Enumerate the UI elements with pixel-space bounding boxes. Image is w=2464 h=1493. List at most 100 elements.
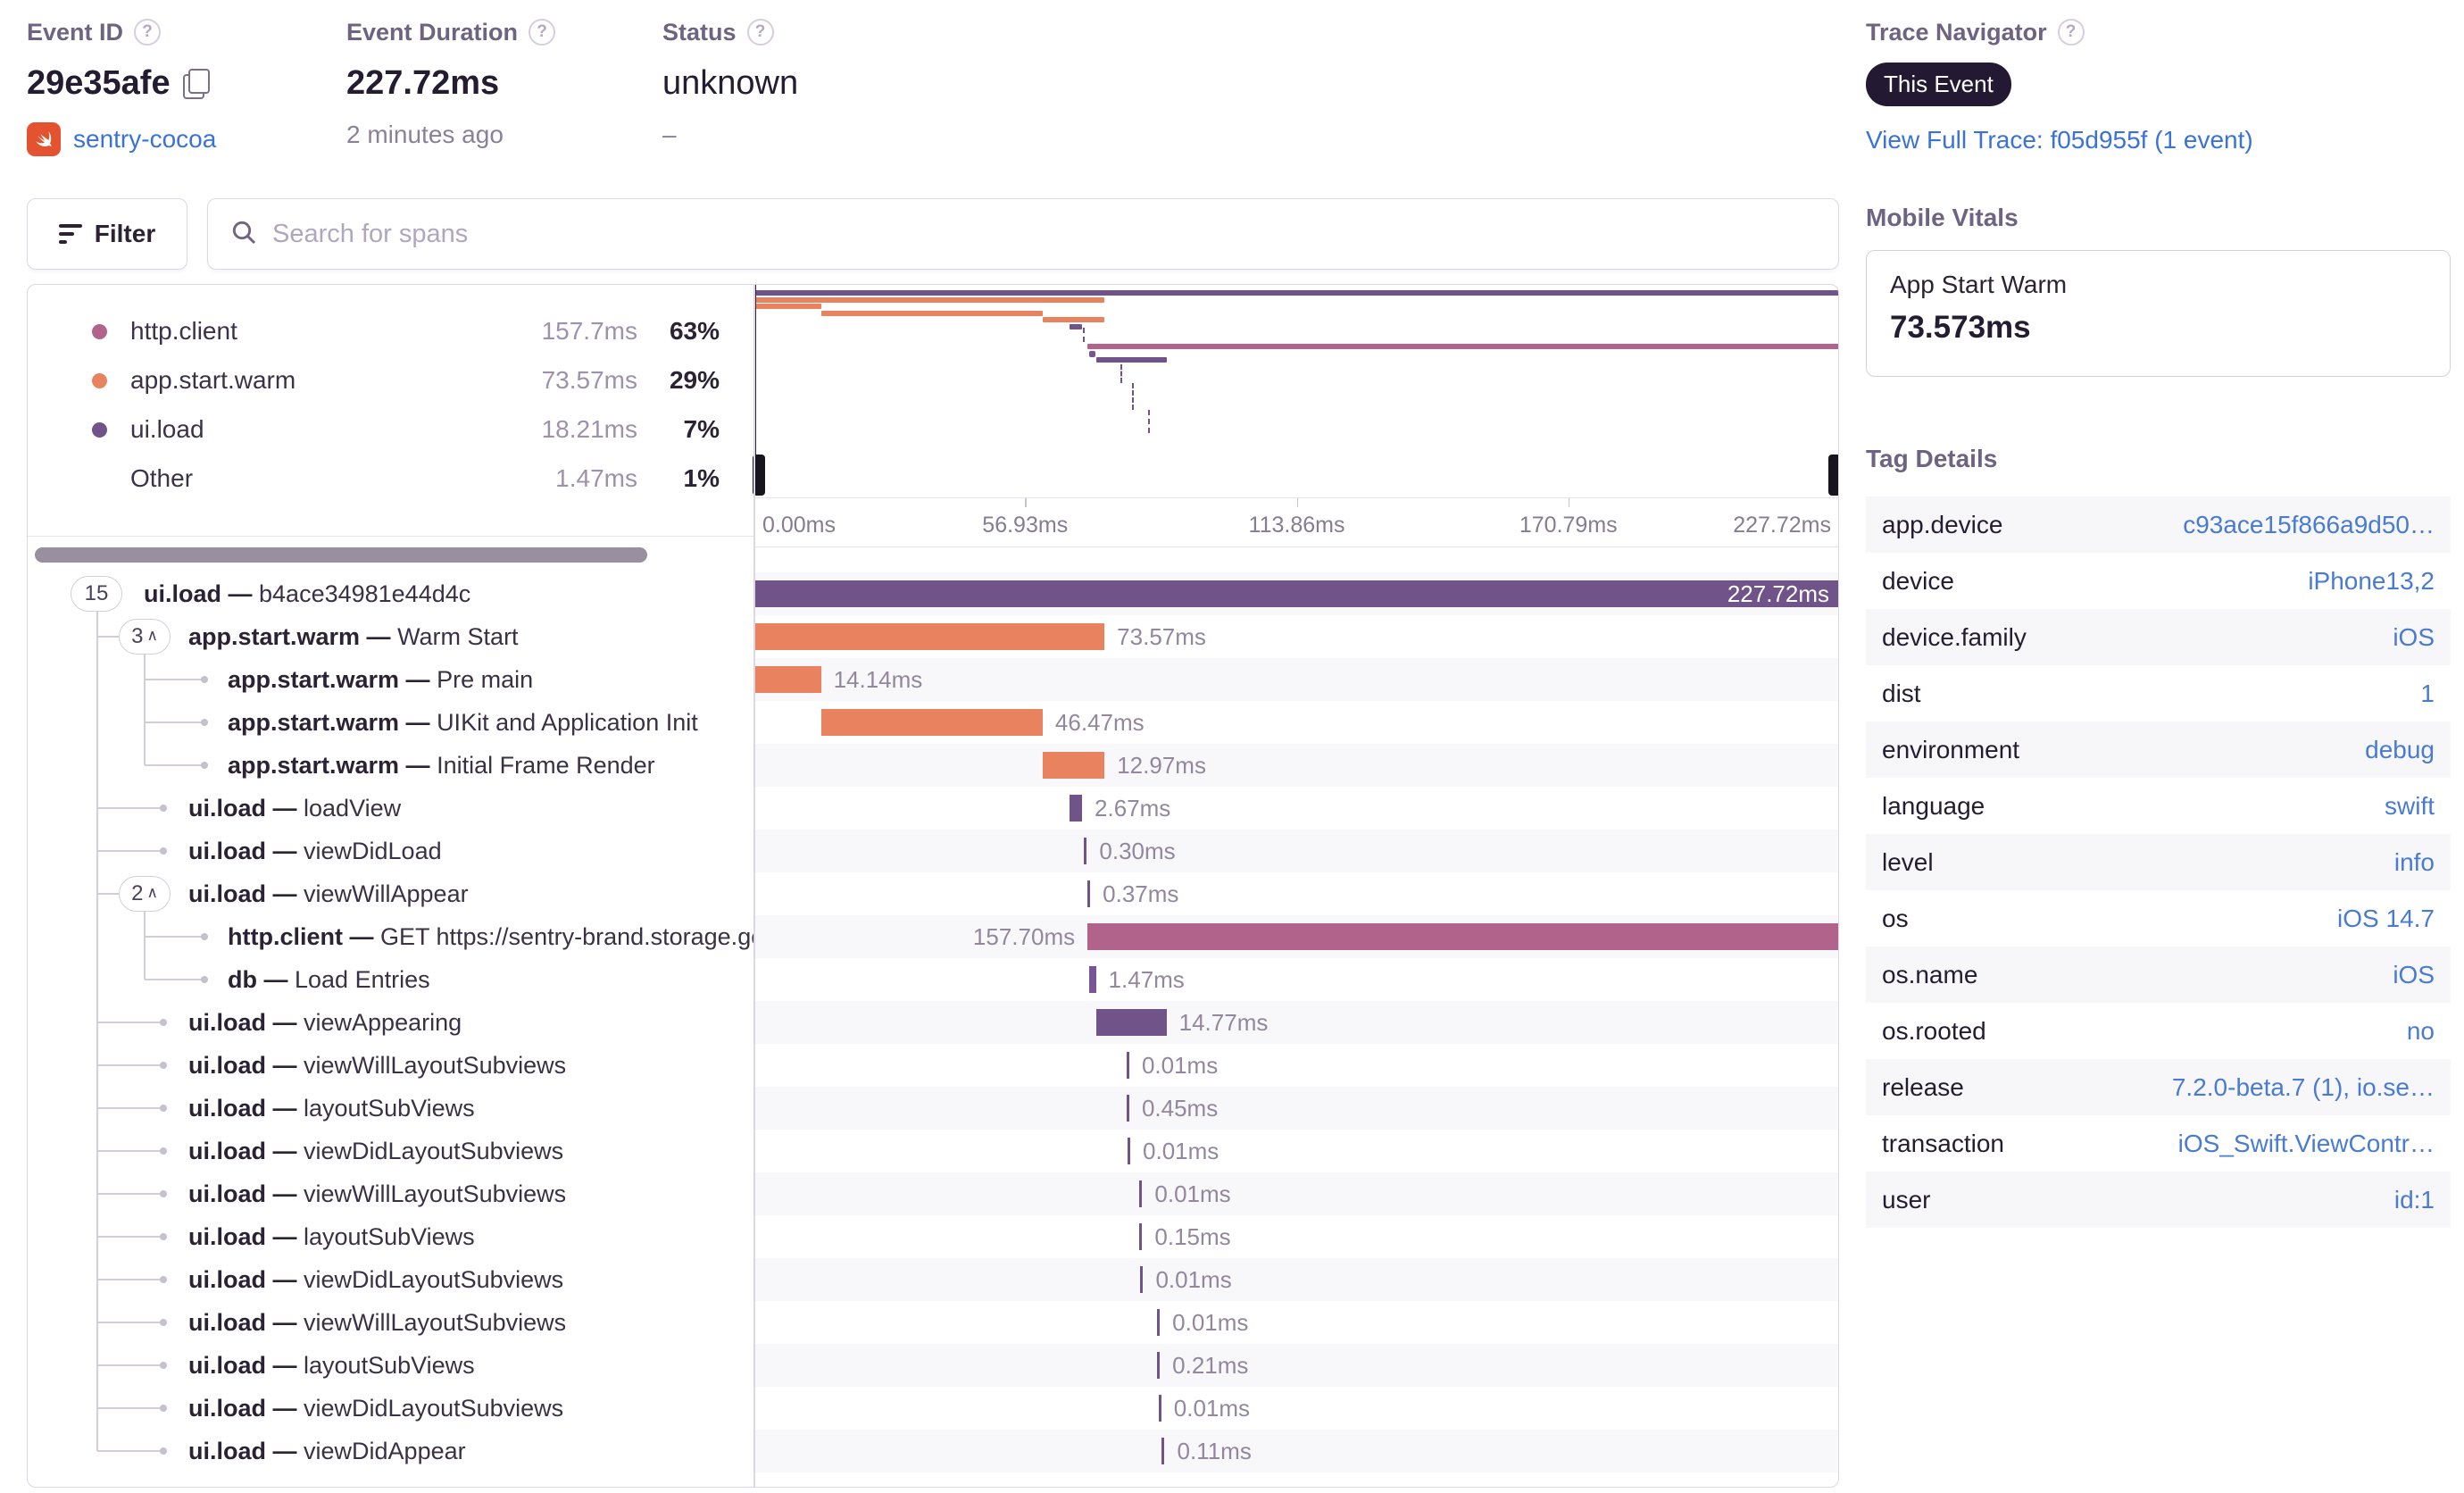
span-duration-bar[interactable] xyxy=(820,709,1043,736)
legend-row[interactable]: http.client 157.7ms 63% xyxy=(28,312,753,351)
span-row[interactable]: app.start.warm — Initial Frame Render 12.… xyxy=(28,744,1838,787)
filter-button[interactable]: Filter xyxy=(27,198,187,270)
span-duration-bar[interactable] xyxy=(1140,1266,1144,1293)
span-duration-bar[interactable] xyxy=(1084,838,1087,864)
span-duration-bar[interactable]: 227.72ms xyxy=(753,580,1838,607)
span-row[interactable]: ui.load — viewDidLayoutSubviews 0.01ms xyxy=(28,1387,1838,1430)
span-duration-bar[interactable] xyxy=(1042,752,1105,779)
tree-connector-dot xyxy=(160,1147,167,1155)
span-row[interactable]: ui.load — loadView 2.67ms xyxy=(28,787,1838,830)
span-duration-bar[interactable] xyxy=(1126,1095,1129,1122)
span-row[interactable]: ui.load — layoutSubViews 0.21ms xyxy=(28,1344,1838,1387)
tag-value-link[interactable]: iOS xyxy=(2393,622,2435,651)
span-bar-cell: 0.01ms xyxy=(753,1172,1838,1215)
span-duration-label: 157.70ms xyxy=(972,923,1076,950)
tree-chart-divider[interactable] xyxy=(753,285,755,1487)
span-duration-bar[interactable] xyxy=(1095,1009,1167,1036)
span-row[interactable]: ui.load — viewDidAppear 0.11ms xyxy=(28,1430,1838,1472)
span-bar-cell: 14.14ms xyxy=(753,658,1838,701)
span-duration-bar[interactable] xyxy=(1158,1395,1161,1422)
span-row[interactable]: ui.load — viewDidLayoutSubviews 0.01ms xyxy=(28,1130,1838,1172)
tree-connector-line xyxy=(145,764,203,766)
tag-value-link[interactable]: 1 xyxy=(2420,679,2435,707)
viewport-handle-left[interactable] xyxy=(753,455,765,496)
span-duration-bar[interactable] xyxy=(753,666,821,693)
span-children-pill[interactable]: 15 xyxy=(71,576,122,612)
span-row[interactable]: ui.load — viewWillLayoutSubviews 0.01ms xyxy=(28,1044,1838,1087)
mobile-vitals-title-wrap: Mobile Vitals xyxy=(1866,204,2451,232)
row-stripe xyxy=(753,744,1838,787)
span-row[interactable]: 3 ∧ app.start.warm — Warm Start 73.57ms xyxy=(28,615,1838,658)
span-duration-bar[interactable] xyxy=(1088,966,1096,993)
tag-row: device iPhone13,2 xyxy=(1866,553,2451,609)
view-full-trace-link[interactable]: View Full Trace: f05d955f (1 event) xyxy=(1866,126,2253,154)
tag-value-link[interactable]: iOS xyxy=(2393,960,2435,988)
span-row[interactable]: ui.load — viewAppearing 14.77ms xyxy=(28,1001,1838,1044)
row-stripe xyxy=(753,1087,1838,1130)
tag-value-link[interactable]: c93ace15f866a9d50… xyxy=(2183,510,2435,538)
span-row[interactable]: ui.load — layoutSubViews 0.45ms xyxy=(28,1087,1838,1130)
tag-key: dist xyxy=(1882,679,1921,707)
span-row[interactable]: db — Load Entries 1.47ms xyxy=(28,958,1838,1001)
tag-value-link[interactable]: iPhone13,2 xyxy=(2308,566,2435,595)
row-stripe xyxy=(753,658,1838,701)
span-row[interactable]: ui.load — viewDidLayoutSubviews 0.01ms xyxy=(28,1258,1838,1301)
span-duration-bar[interactable] xyxy=(1157,1352,1161,1379)
tag-value-link[interactable]: 7.2.0-beta.7 (1), io.se… xyxy=(2171,1072,2435,1101)
help-icon[interactable]: ? xyxy=(2057,19,2085,46)
span-duration-bar[interactable] xyxy=(1139,1223,1143,1250)
span-duration-bar[interactable] xyxy=(1161,1438,1165,1464)
tag-value-link[interactable]: info xyxy=(2393,847,2435,876)
span-row[interactable]: ui.load — viewWillLayoutSubviews 0.01ms xyxy=(28,1172,1838,1215)
tag-key: device.family xyxy=(1882,622,2027,651)
tag-value-link[interactable]: iOS_Swift.ViewContr… xyxy=(2177,1129,2435,1157)
tree-connector-line xyxy=(97,850,162,852)
span-row[interactable]: app.start.warm — UIKit and Application I… xyxy=(28,701,1838,744)
span-row[interactable]: http.client — GET https://sentry-brand.s… xyxy=(28,915,1838,958)
span-bar-cell: 0.11ms xyxy=(753,1430,1838,1472)
legend-row[interactable]: ui.load 18.21ms 7% xyxy=(28,410,753,449)
this-event-badge[interactable]: This Event xyxy=(1866,63,2011,106)
span-duration-bar[interactable] xyxy=(1087,923,1838,950)
tag-value-link[interactable]: iOS 14.7 xyxy=(2337,904,2435,932)
copy-icon[interactable] xyxy=(182,68,210,99)
mobile-vitals-card[interactable]: App Start Warm 73.573ms xyxy=(1866,250,2451,377)
help-icon[interactable]: ? xyxy=(529,19,556,46)
span-row[interactable]: app.start.warm — Pre main 14.14ms xyxy=(28,658,1838,701)
legend-row[interactable]: Other 1.47ms 1% xyxy=(28,459,753,498)
span-children-pill[interactable]: 3 ∧ xyxy=(119,619,171,655)
span-duration-bar[interactable] xyxy=(1139,1180,1143,1207)
viewport-handle-right[interactable] xyxy=(1828,455,1838,496)
span-duration-bar[interactable] xyxy=(753,623,1105,650)
span-row[interactable]: ui.load — viewDidLoad 0.30ms xyxy=(28,830,1838,872)
span-row[interactable]: ui.load — viewWillLayoutSubviews 0.01ms xyxy=(28,1301,1838,1344)
trace-minimap[interactable] xyxy=(753,285,1838,497)
help-icon[interactable]: ? xyxy=(746,19,774,46)
span-duration-bar[interactable] xyxy=(1157,1309,1161,1336)
span-bar-cell: 0.01ms xyxy=(753,1301,1838,1344)
span-bar-cell: 0.21ms xyxy=(753,1344,1838,1387)
tag-value-link[interactable]: swift xyxy=(2385,791,2435,820)
search-input[interactable] xyxy=(272,219,1817,249)
span-row[interactable]: 2 ∧ ui.load — viewWillAppear 0.37ms xyxy=(28,872,1838,915)
scrollbar-thumb[interactable] xyxy=(35,547,647,563)
span-duration-bar[interactable] xyxy=(1127,1138,1130,1164)
tag-value-link[interactable]: debug xyxy=(2365,735,2435,763)
legend-duration: 73.57ms xyxy=(541,366,637,394)
legend-row[interactable]: app.start.warm 73.57ms 29% xyxy=(28,361,753,400)
span-duration-label: 0.01ms xyxy=(1143,1138,1220,1164)
span-row[interactable]: ui.load — layoutSubViews 0.15ms xyxy=(28,1215,1838,1258)
tag-key: environment xyxy=(1882,735,2020,763)
tag-value-link[interactable]: id:1 xyxy=(2393,1185,2435,1214)
tag-row: dist 1 xyxy=(1866,665,2451,721)
span-duration-bar[interactable] xyxy=(1126,1052,1129,1079)
span-bar-cell: 73.57ms xyxy=(753,615,1838,658)
span-row[interactable]: 15 ui.load — b4ace34981e44d4c 227.72ms xyxy=(28,572,1838,615)
span-label: app.start.warm — Warm Start xyxy=(188,623,519,650)
help-icon[interactable]: ? xyxy=(134,19,162,46)
span-duration-bar[interactable] xyxy=(1069,795,1083,822)
span-duration-bar[interactable] xyxy=(1087,880,1091,907)
span-children-pill[interactable]: 2 ∧ xyxy=(119,876,171,912)
project-link[interactable]: sentry-cocoa xyxy=(73,125,217,153)
tag-value-link[interactable]: no xyxy=(2406,1016,2435,1045)
